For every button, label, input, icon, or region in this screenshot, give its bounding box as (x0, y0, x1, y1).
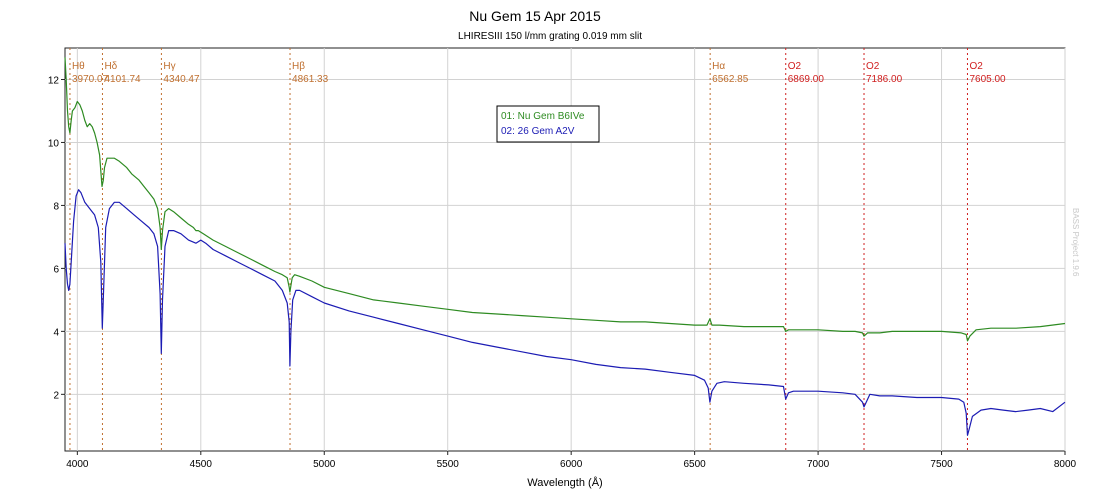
y-tick-label: 6 (53, 264, 59, 275)
legend-box (496, 105, 600, 143)
x-tick-label: 7000 (807, 459, 830, 470)
x-tick-label: 5500 (437, 459, 460, 470)
x-tick-label: 4000 (66, 459, 89, 470)
legend-entry: 02: 26 Gem A2V (501, 126, 575, 137)
marker-wavelength: 7186.00 (866, 74, 903, 85)
y-tick-label: 12 (48, 75, 60, 86)
marker-wavelength: 3970.07 (72, 74, 109, 85)
x-tick-label: 4500 (190, 459, 213, 470)
marker-wavelength: 4861.33 (292, 74, 329, 85)
marker-wavelength: 7605.00 (969, 74, 1006, 85)
marker-name: Hγ (163, 61, 175, 72)
x-tick-label: 5000 (313, 459, 336, 470)
y-tick-label: 8 (53, 201, 59, 212)
chart-title: Nu Gem 15 Apr 2015 (469, 8, 601, 24)
watermark: BASS Project 1.9.6 (1071, 208, 1080, 277)
marker-name: O2 (866, 61, 880, 72)
marker-wavelength: 6869.00 (788, 74, 825, 85)
spectrum-series (64, 57, 1066, 436)
x-tick-label: 8000 (1054, 459, 1077, 470)
y-axis-ticks: 2 4 6 8 10 12 (48, 75, 65, 401)
x-tick-label: 7500 (930, 459, 953, 470)
marker-name: Hθ (72, 61, 85, 72)
marker-name: Hβ (292, 61, 305, 72)
legend: 01: Nu Gem B6IVe 02: 26 Gem A2V (496, 105, 600, 143)
y-tick-label: 10 (48, 138, 60, 149)
marker-wavelength: 6562.85 (712, 74, 749, 85)
y-tick-label: 2 (53, 390, 59, 401)
spectral-line-markers: Hθ 3970.07 Hδ 4101.74 Hγ 4340.47 Hβ 4861.33 Hα 65… (69, 48, 1006, 451)
marker-name: O2 (788, 61, 802, 72)
marker-name: Hδ (104, 61, 117, 72)
x-tick-label: 6500 (684, 459, 707, 470)
x-axis-ticks: 4000 4500 5000 5500 6000 6500 7000 7500 8000 (66, 451, 1077, 470)
marker-wavelength: 4340.47 (163, 74, 200, 85)
marker-wavelength: 4101.74 (104, 74, 141, 85)
series-line-2 (64, 189, 1066, 436)
series-line-1 (64, 57, 1066, 342)
marker-name: Hα (712, 61, 725, 72)
x-axis-label: Wavelength (Å) (527, 476, 602, 489)
chart-subtitle: LHIRESIII 150 l/mm grating 0.019 mm slit (458, 31, 642, 42)
x-tick-label: 6000 (560, 459, 583, 470)
marker-name: O2 (969, 61, 983, 72)
y-tick-label: 4 (53, 327, 59, 338)
legend-entry: 01: Nu Gem B6IVe (501, 111, 585, 122)
